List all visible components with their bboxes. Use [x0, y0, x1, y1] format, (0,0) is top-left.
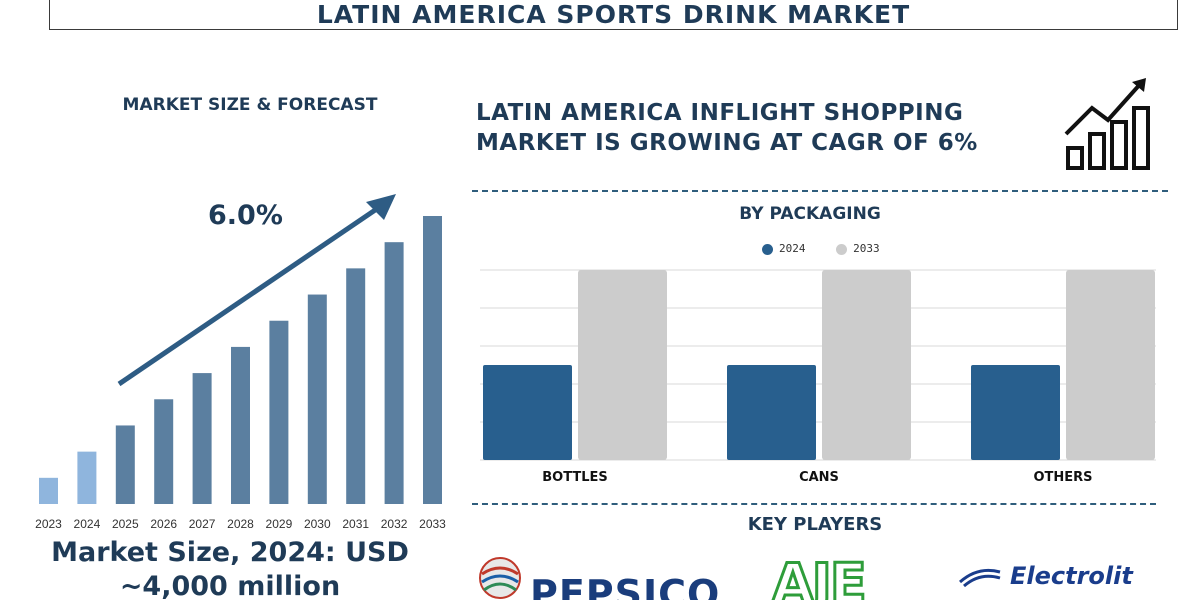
forecast-bar-2027 [192, 373, 212, 504]
legend-2024-label: 2024 [779, 242, 806, 255]
forecast-tick-2025: 2025 [112, 517, 139, 531]
forecast-tick-2023: 2023 [35, 517, 62, 531]
aje-wordmark: AJE [771, 556, 869, 600]
forecast-tick-2026: 2026 [150, 517, 177, 531]
forecast-tick-2028: 2028 [227, 517, 254, 531]
packaging-heading: BY PACKAGING [739, 204, 881, 224]
page-title: LATIN AMERICA SPORTS DRINK MARKET [316, 0, 911, 29]
packaging-bar-others-2033 [1066, 270, 1155, 460]
growth-chart-icon [1064, 78, 1150, 170]
title-box: LATIN AMERICA SPORTS DRINK MARKET [49, 0, 1178, 30]
packaging-legend: 2024 2033 [762, 242, 880, 255]
forecast-bar-2023 [39, 477, 58, 504]
market-size-line-2: ~4,000 million [119, 571, 341, 602]
pepsico-globe-icon [479, 557, 521, 599]
forecast-tick-2032: 2032 [381, 517, 408, 531]
headline-line-2: MARKET IS GROWING AT CAGR OF 6% [476, 130, 978, 156]
legend-2024-swatch [762, 243, 773, 255]
forecast-bar-2024 [77, 451, 97, 504]
legend-2033-swatch [836, 243, 848, 255]
electrolit-logo: Electrolit [958, 562, 1168, 592]
market-size-text: Market Size, 2024: USD ~4,000 million [40, 536, 420, 604]
forecast-bar-2029 [269, 320, 289, 504]
electrolit-swoosh-icon [959, 568, 1001, 588]
forecast-bar-2032 [384, 242, 404, 504]
packaging-bar-bottles-2033 [578, 270, 667, 460]
legend-2024: 2024 [762, 242, 806, 255]
forecast-tick-2033: 2033 [419, 517, 446, 531]
forecast-bar-2026 [154, 399, 174, 504]
forecast-tick-2027: 2027 [189, 517, 216, 531]
packaging-bar-cans-2033 [822, 270, 911, 460]
packaging-bar-others-2024 [971, 365, 1060, 460]
cagr-annotation: 6.0% [208, 200, 283, 231]
growth-arrowhead [366, 194, 396, 220]
packaging-chart: BOTTLES CANS OTHERS [480, 269, 1156, 485]
pepsico-wordmark: PEPSICO [530, 572, 721, 600]
forecast-tick-2024: 2024 [74, 517, 101, 531]
headline: LATIN AMERICA INFLIGHT SHOPPING MARKET I… [476, 98, 978, 158]
forecast-bar-2031 [346, 268, 366, 504]
forecast-bar-2030 [307, 294, 327, 504]
forecast-tick-2029: 2029 [266, 517, 293, 531]
legend-2033-label: 2033 [853, 242, 880, 255]
forecast-tick-2031: 2031 [342, 517, 369, 531]
legend-2033: 2033 [836, 242, 880, 255]
market-size-line-1: Market Size, 2024: USD [51, 537, 409, 568]
key-players-heading: KEY PLAYERS [747, 514, 883, 535]
divider-bottom [472, 503, 1156, 505]
pepsico-logo: PEPSICO [478, 552, 738, 600]
electrolit-wordmark: Electrolit [1010, 562, 1133, 590]
growth-arrow [117, 194, 396, 387]
packaging-tick-bottles: BOTTLES [542, 470, 608, 485]
growth-arrow-shaft [117, 201, 386, 387]
forecast-bar-2033 [423, 216, 442, 504]
aje-logo: AJE [760, 556, 900, 600]
forecast-bar-2025 [115, 425, 135, 504]
packaging-bar-cans-2024 [727, 365, 816, 460]
packaging-tick-cans: CANS [799, 470, 839, 485]
forecast-chart: 2023 2024 2025 2026 2027 2028 2029 2030 2031 2032… [35, 194, 446, 531]
packaging-tick-others: OTHERS [1033, 470, 1092, 485]
forecast-tick-2030: 2030 [304, 517, 331, 531]
market-size-heading: MARKET SIZE & FORECAST [122, 95, 378, 115]
forecast-bar-2028 [231, 346, 250, 504]
divider-top [472, 190, 1168, 192]
headline-line-1: LATIN AMERICA INFLIGHT SHOPPING [476, 100, 964, 126]
packaging-bar-bottles-2024 [483, 365, 572, 460]
